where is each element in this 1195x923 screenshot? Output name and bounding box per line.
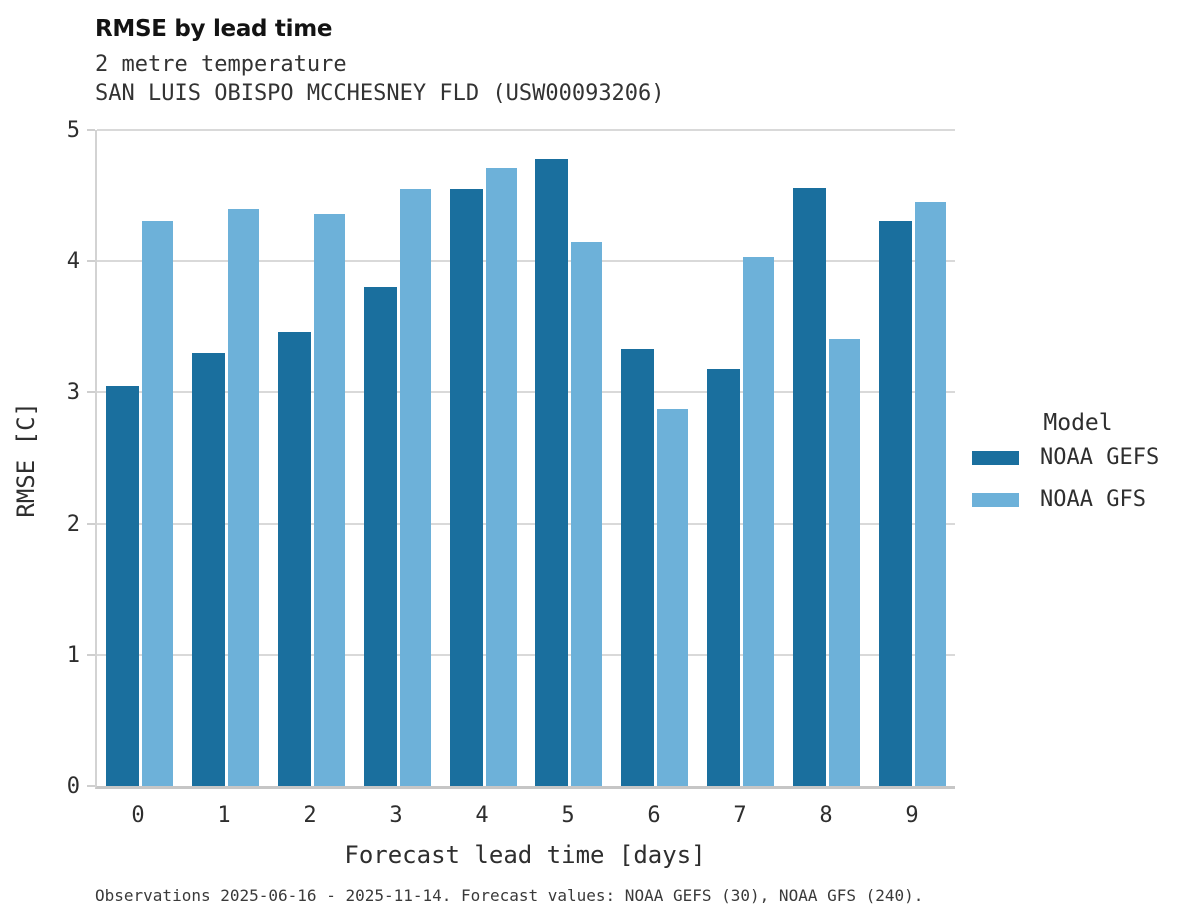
bar-noaa-gefs-lead-2 [277, 332, 311, 786]
bar-noaa-gefs-lead-9 [878, 221, 912, 786]
bar-group-lead-6 [612, 130, 698, 786]
bar-group-lead-9 [869, 130, 955, 786]
legend-title: Model [1043, 410, 1113, 436]
legend-label: NOAA GEFS [1040, 445, 1160, 470]
bar-noaa-gefs-lead-5 [535, 159, 569, 786]
bar-noaa-gfs-lead-4 [485, 168, 517, 786]
y-tick-label-0: 0 [66, 774, 80, 799]
legend: Model NOAA GEFS NOAA GFS [972, 410, 1184, 529]
bar-noaa-gefs-lead-1 [192, 353, 226, 786]
x-tick-label-7: 7 [733, 803, 747, 828]
bar-noaa-gefs-lead-4 [449, 189, 483, 786]
legend-swatch-icon [972, 492, 1019, 507]
bar-noaa-gfs-lead-1 [228, 209, 260, 786]
bar-group-lead-1 [183, 130, 269, 786]
gridline-y-3 [97, 391, 955, 394]
x-tick-label-2: 2 [303, 803, 317, 828]
y-tick-mark-0 [87, 785, 95, 787]
x-tick-label-5: 5 [561, 803, 575, 828]
bar-noaa-gefs-lead-0 [106, 386, 140, 786]
bar-group-lead-8 [783, 130, 869, 786]
y-tick-label-2: 2 [66, 511, 80, 537]
plot-area [87, 129, 955, 789]
bar-group-lead-0 [97, 130, 183, 786]
y-tick-mark-3 [87, 391, 95, 394]
x-axis-tick-labels: 0 1 2 3 4 5 6 7 8 9 [95, 803, 955, 828]
bar-noaa-gfs-lead-0 [142, 221, 174, 786]
bar-series-container [97, 130, 955, 786]
y-tick-label-1: 1 [66, 642, 80, 668]
bar-noaa-gfs-lead-3 [399, 189, 431, 786]
legend-swatch-icon [972, 450, 1019, 465]
gridline-y-1 [97, 653, 955, 656]
bar-noaa-gefs-lead-7 [706, 369, 740, 786]
bar-noaa-gfs-lead-8 [828, 339, 860, 786]
x-tick-label-9: 9 [905, 803, 919, 828]
bar-noaa-gefs-lead-8 [792, 188, 826, 786]
y-tick-label-3: 3 [66, 380, 80, 406]
x-tick-label-1: 1 [217, 803, 231, 828]
y-tick-mark-2 [87, 522, 95, 525]
bar-noaa-gfs-lead-6 [657, 409, 689, 786]
bar-group-lead-2 [269, 130, 355, 786]
gridline-y-4 [97, 260, 955, 263]
x-tick-label-6: 6 [647, 803, 661, 828]
legend-label: NOAA GFS [1040, 487, 1146, 512]
bar-noaa-gefs-lead-3 [363, 287, 397, 786]
bar-group-lead-7 [698, 130, 784, 786]
bar-group-lead-4 [440, 130, 526, 786]
legend-item-noaa-gfs: NOAA GFS [972, 487, 1184, 512]
gridline-y-5 [97, 129, 955, 131]
bar-noaa-gfs-lead-5 [571, 242, 603, 786]
chart-subtitle-variable: 2 metre temperature [95, 52, 347, 77]
bar-group-lead-5 [526, 130, 612, 786]
gridline-y-2 [97, 522, 955, 525]
chart-subtitle-station: SAN LUIS OBISPO MCCHESNEY FLD (USW000932… [95, 81, 665, 106]
y-tick-mark-4 [87, 260, 95, 263]
x-axis-title: Forecast lead time [days] [344, 841, 706, 869]
bar-noaa-gfs-lead-7 [742, 257, 774, 786]
x-tick-label-4: 4 [475, 803, 489, 828]
y-tick-mark-5 [87, 129, 95, 131]
chart-title: RMSE by lead time [95, 16, 333, 42]
bar-noaa-gfs-lead-2 [313, 214, 345, 786]
bar-noaa-gfs-lead-9 [914, 202, 946, 786]
x-tick-label-0: 0 [131, 803, 145, 828]
x-tick-label-8: 8 [819, 803, 833, 828]
x-tick-label-3: 3 [389, 803, 403, 828]
legend-item-noaa-gefs: NOAA GEFS [972, 445, 1184, 470]
y-tick-label-4: 4 [66, 249, 80, 275]
bar-noaa-gefs-lead-6 [621, 349, 655, 786]
y-axis-tick-labels: 0 1 2 3 4 5 [0, 119, 80, 799]
y-tick-label-5: 5 [66, 118, 80, 143]
caption-observations: Observations 2025-06-16 - 2025-11-14. Fo… [95, 886, 924, 905]
y-tick-mark-1 [87, 653, 95, 656]
bar-group-lead-3 [354, 130, 440, 786]
